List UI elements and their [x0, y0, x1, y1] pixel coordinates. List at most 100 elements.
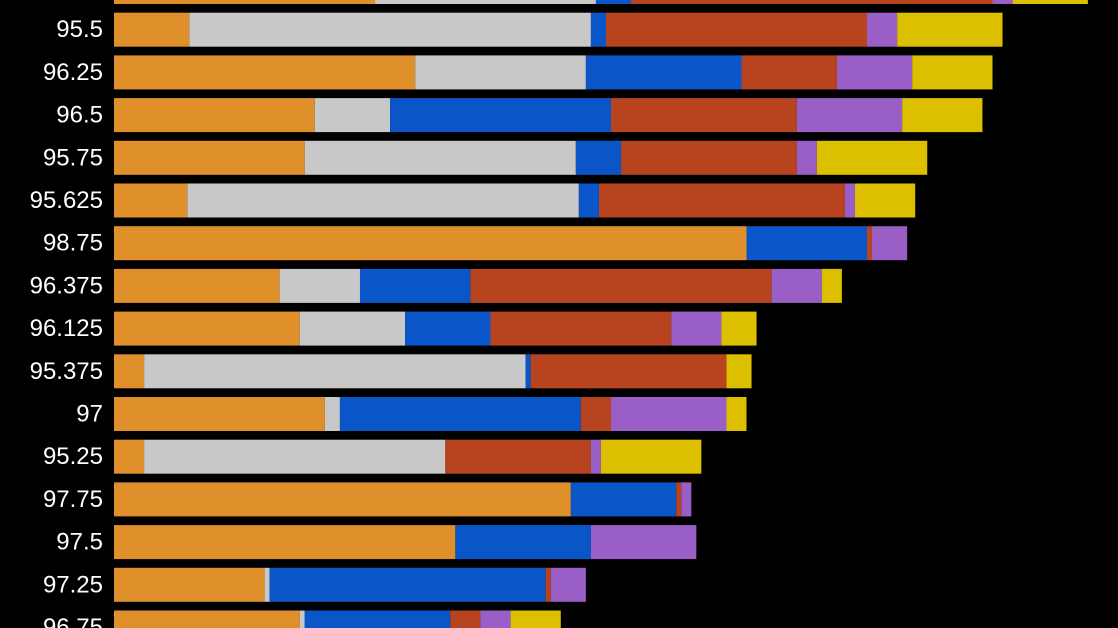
bar-segment: [741, 55, 837, 90]
bar-segment: [525, 354, 531, 389]
bar-segment: [575, 140, 622, 175]
bar-segment: [114, 610, 300, 628]
category-tick-label: 97.75: [43, 486, 103, 513]
bar-segment: [671, 311, 722, 346]
bar-segment: [590, 12, 606, 47]
bar-segment: [510, 610, 561, 628]
bar-segment: [897, 12, 1003, 47]
bar-segment: [490, 311, 672, 346]
category-tick-label: 96.25: [43, 59, 103, 86]
bar-segment: [867, 226, 873, 261]
category-tick-label: 95.625: [30, 187, 103, 214]
bar-segment: [144, 439, 446, 474]
bar-segment: [114, 0, 376, 4]
bar-segment: [902, 98, 983, 133]
bar-segment: [570, 482, 677, 517]
bar-segment: [359, 268, 471, 303]
bar-segment: [681, 482, 692, 517]
bar-segment: [816, 140, 928, 175]
bar-segment: [598, 183, 845, 218]
bar-segment: [189, 12, 591, 47]
bar-segment: [455, 525, 591, 560]
bar-segment: [304, 140, 576, 175]
bar-segment: [530, 354, 727, 389]
bar-segment: [771, 268, 822, 303]
bar-segment: [796, 98, 903, 133]
bar-segment: [187, 183, 579, 218]
bar-segment: [279, 268, 360, 303]
bar-segment: [114, 140, 305, 175]
bar-segment: [114, 226, 747, 261]
bar-segment: [631, 0, 993, 4]
bar-segment: [610, 397, 727, 431]
bar-segment: [375, 0, 596, 4]
category-tick-label: 96.125: [30, 315, 103, 342]
bar-segment: [796, 140, 817, 175]
bars-layer: [114, 0, 1088, 628]
bar-segment: [415, 55, 586, 90]
bar-segment: [114, 439, 145, 474]
bar-segment: [445, 439, 591, 474]
bar-segment: [912, 55, 993, 90]
bar-segment: [600, 439, 702, 474]
bar-segment: [872, 226, 908, 261]
bar-segment: [676, 482, 682, 517]
bar-segment: [114, 525, 456, 560]
bar-segment: [114, 12, 190, 47]
category-tick-label: 95.75: [43, 144, 103, 171]
bar-segment: [836, 55, 913, 90]
bar-segment: [580, 397, 611, 431]
category-tick-label: 97: [76, 401, 103, 428]
bar-segment: [324, 397, 340, 431]
bar-segment: [114, 567, 265, 602]
bar-segment: [610, 98, 797, 133]
category-tick-label: 96.375: [30, 272, 103, 299]
bar-segment: [867, 12, 898, 47]
category-tick-label: 97.5: [56, 529, 103, 556]
category-tick-label: 96.5: [56, 102, 103, 129]
bar-segment: [578, 183, 599, 218]
bar-segment: [269, 567, 546, 602]
bar-segment: [550, 567, 586, 602]
bar-segment: [470, 268, 772, 303]
bar-segment: [992, 0, 1013, 4]
bar-segment: [844, 183, 855, 218]
bar-segment: [114, 311, 300, 346]
category-tick-label: 98.75: [43, 230, 103, 257]
bar-segment: [854, 183, 916, 218]
bar-segment: [726, 354, 752, 389]
bar-segment: [621, 140, 797, 175]
bar-segment: [450, 610, 481, 628]
bar-segment: [726, 397, 747, 431]
category-tick-label: 95.5: [56, 16, 103, 43]
bar-segment: [605, 12, 867, 47]
bar-segment: [114, 98, 315, 133]
bar-segment: [114, 55, 416, 90]
bar-segment: [299, 311, 406, 346]
bar-segment: [545, 567, 551, 602]
bar-segment: [405, 311, 491, 346]
bar-segment: [480, 610, 511, 628]
bar-segment: [114, 397, 325, 431]
category-tick-label: 95.375: [30, 358, 103, 385]
bar-segment: [595, 0, 632, 4]
bar-segment: [1012, 0, 1088, 4]
bar-segment: [590, 439, 601, 474]
bar-segment: [746, 226, 867, 261]
category-tick-label: 97.25: [43, 571, 103, 598]
category-tick-label: 96.75: [43, 614, 103, 628]
bar-segment: [390, 98, 611, 133]
bar-segment: [299, 610, 305, 628]
bar-segment: [821, 268, 842, 303]
bar-segment: [590, 525, 697, 560]
bar-segment: [314, 98, 391, 133]
bar-segment: [264, 567, 270, 602]
bar-segment: [339, 397, 581, 431]
bar-segment: [721, 311, 757, 346]
bar-segment: [114, 268, 280, 303]
category-tick-label: 95.875: [30, 0, 103, 1]
bar-segment: [304, 610, 451, 628]
bar-segment: [114, 482, 571, 517]
